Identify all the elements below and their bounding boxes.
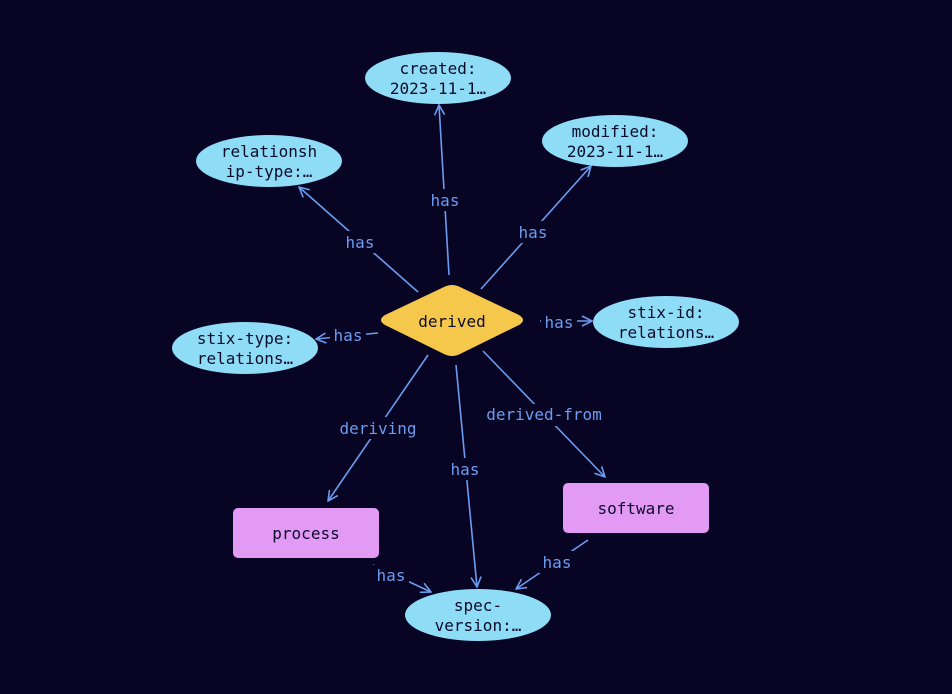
node-process-label: process xyxy=(272,524,339,543)
node-derived[interactable]: derived xyxy=(381,285,523,356)
edge-label-software-spec: has xyxy=(543,553,572,572)
node-created-line1: created: xyxy=(399,59,476,78)
node-process[interactable]: process xyxy=(233,508,379,558)
edge-label-process-spec: has xyxy=(377,566,406,585)
node-stix-id-line1: stix-id: xyxy=(627,303,704,322)
node-stix-type-line2: relations… xyxy=(197,349,293,368)
node-software-label: software xyxy=(597,499,674,518)
node-relationship-type-line2: ip-type:… xyxy=(226,162,313,181)
node-derived-label: derived xyxy=(418,312,485,331)
node-stix-id-line2: relations… xyxy=(618,323,714,342)
edge-label-stix-id: has xyxy=(545,313,574,332)
edge-label-modified: has xyxy=(519,223,548,242)
node-relationship-type[interactable]: relationsh ip-type:… xyxy=(196,135,342,187)
node-software[interactable]: software xyxy=(563,483,709,533)
node-modified-line1: modified: xyxy=(572,122,659,141)
node-created-line2: 2023-11-1… xyxy=(390,79,486,98)
node-spec-version-line1: spec- xyxy=(454,596,502,615)
edge-label-derived-from: derived-from xyxy=(486,405,602,424)
edge-label-relationship-type: has xyxy=(346,233,375,252)
node-stix-type[interactable]: stix-type: relations… xyxy=(172,322,318,374)
node-spec-version[interactable]: spec- version:… xyxy=(405,589,551,641)
node-spec-version-line2: version:… xyxy=(435,616,522,635)
edge-label-spec-version: has xyxy=(451,460,480,479)
node-stix-id[interactable]: stix-id: relations… xyxy=(593,296,739,348)
node-modified[interactable]: modified: 2023-11-1… xyxy=(542,115,688,167)
node-created[interactable]: created: 2023-11-1… xyxy=(365,52,511,104)
node-stix-type-line1: stix-type: xyxy=(197,329,293,348)
node-modified-line2: 2023-11-1… xyxy=(567,142,663,161)
edge-label-deriving: deriving xyxy=(339,419,416,438)
edge-labels: has has has has has deriving derived-fro… xyxy=(330,189,611,587)
edge-label-stix-type: has xyxy=(334,326,363,345)
edge-label-created: has xyxy=(431,191,460,210)
node-relationship-type-line1: relationsh xyxy=(221,142,317,161)
